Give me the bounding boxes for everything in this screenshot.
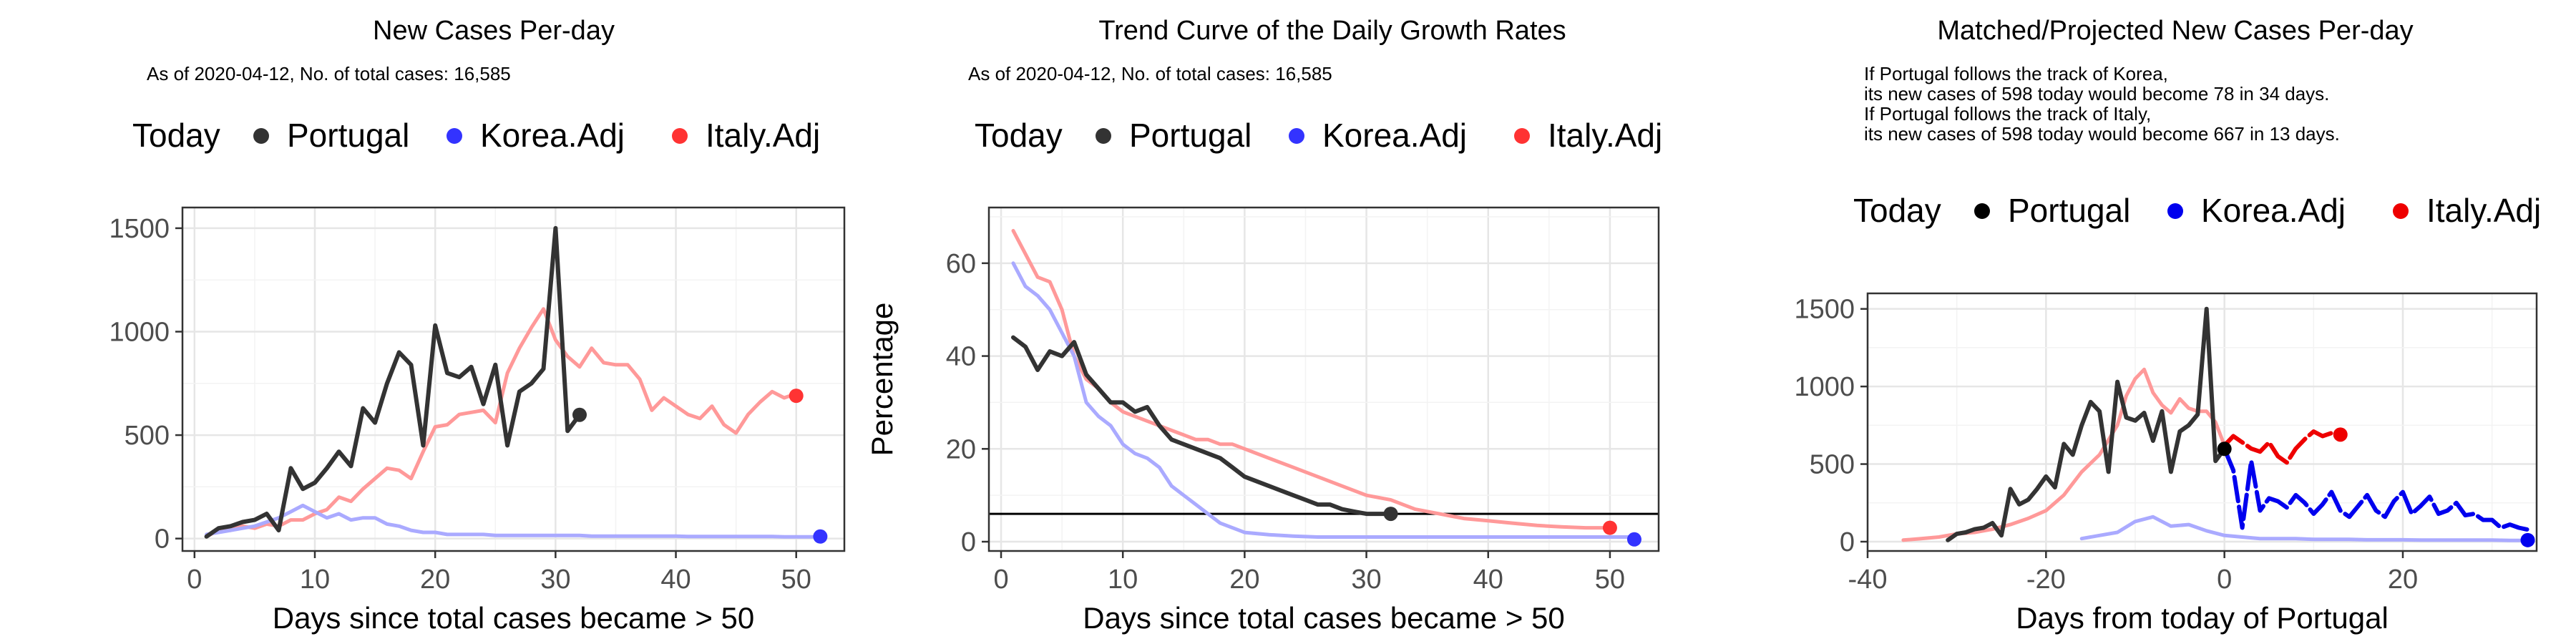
today-point-korea-adj (2520, 532, 2535, 547)
legend-label: Portugal (287, 117, 409, 154)
chart-title: Trend Curve of the Daily Growth Rates (1098, 16, 1566, 46)
today-point-italy-adj (1602, 520, 1617, 535)
series-line-korea-adj (205, 503, 822, 539)
x-axis-label: Days from today of Portugal (2016, 601, 2389, 635)
y-tick-label: 20 (946, 434, 976, 464)
y-axis-label: Percentage (865, 303, 899, 457)
legend-key-1 (447, 128, 462, 144)
x-tick-label: 50 (1595, 565, 1625, 595)
legend-label: Korea.Adj (480, 117, 625, 154)
x-tick-label: -40 (1848, 565, 1888, 595)
legend-label: Italy.Adj (1548, 117, 1662, 154)
plot-area (987, 206, 1660, 552)
x-tick-label: 20 (2388, 565, 2418, 595)
legend-label: Korea.Adj (2201, 192, 2346, 229)
today-point-korea-adj (813, 529, 828, 544)
today-point-italy-adj (2333, 427, 2348, 442)
chart-subtitle: If Portugal follows the track of Italy, (1864, 103, 2151, 125)
x-tick-label: 0 (993, 565, 1008, 595)
plot-border (181, 206, 846, 552)
chart-subtitle: its new cases of 598 today would become … (1864, 83, 2329, 104)
legend-key-0 (1974, 203, 1990, 219)
legend-label: Korea.Adj (1322, 117, 1467, 154)
legend-title: Today (1853, 192, 1941, 229)
series-group (204, 225, 822, 539)
x-tick-label: 30 (1351, 565, 1381, 595)
y-tick-label: 0 (961, 527, 976, 557)
legend-key-0 (1096, 128, 1111, 144)
series-line-italy-adj-projected- (2222, 429, 2343, 465)
chart-panel-1: New Cases Per-day As of 2020-04-12, No. o… (109, 16, 846, 635)
y-tick-label: 1000 (1794, 372, 1855, 402)
x-tick-label: 0 (187, 565, 202, 595)
series-line-korea-adj-projected- (2222, 447, 2530, 532)
x-tick-label: 10 (300, 565, 330, 595)
x-tick-label: 50 (781, 565, 811, 595)
y-tick-label: 60 (946, 249, 976, 279)
x-tick-label: 20 (1229, 565, 1259, 595)
y-tick-label: 0 (1840, 527, 1855, 557)
chart-title: Matched/Projected New Cases Per-day (1937, 16, 2413, 46)
legend-key-2 (1514, 128, 1530, 144)
y-tick-label: 500 (1810, 450, 1855, 480)
x-axis-label: Days since total cases became > 50 (1083, 601, 1565, 635)
x-tick-label: 40 (660, 565, 691, 595)
series-group (1011, 228, 1636, 539)
chart-panel-2: Trend Curve of the Daily Growth Rates As … (865, 16, 1662, 635)
legend-key-1 (1289, 128, 1304, 144)
legend-title: Today (132, 117, 220, 154)
legend-label: Portugal (1129, 117, 1252, 154)
series-line-italy-adj (1011, 228, 1612, 530)
legend-label: Italy.Adj (706, 117, 820, 154)
series-group (1901, 306, 2530, 542)
x-tick-label: -20 (2026, 565, 2066, 595)
x-tick-label: 20 (420, 565, 450, 595)
series-line-italy-adj-matched- (1901, 367, 2227, 542)
plot-area (1866, 292, 2538, 552)
legend-title: Today (975, 117, 1063, 154)
chart-subtitle: its new cases of 598 today would become … (1864, 123, 2340, 145)
series-line-korea-adj (1011, 261, 1636, 539)
plot-border (987, 206, 1660, 552)
today-point-italy-adj (789, 389, 804, 404)
chart-subtitle: As of 2020-04-12, No. of total cases: 16… (147, 63, 511, 84)
x-axis-label: Days since total cases became > 50 (273, 601, 755, 635)
y-tick-label: 0 (155, 525, 170, 555)
plot-background (989, 208, 1659, 551)
today-point-korea-adj (1626, 532, 1641, 547)
series-line-portugal (1946, 306, 2227, 542)
today-point-portugal (572, 407, 587, 422)
y-tick-label: 1500 (1794, 295, 1855, 325)
today-point-portugal (1383, 507, 1398, 522)
y-tick-label: 1500 (109, 214, 170, 244)
x-tick-label: 30 (540, 565, 570, 595)
legend: Today Portugal Korea.Adj Italy.Adj (132, 117, 820, 154)
chart-panel-3: Matched/Projected New Cases Per-day If Po… (1794, 16, 2541, 635)
chart-subtitle: If Portugal follows the track of Korea, (1864, 63, 2168, 84)
legend-key-2 (2393, 203, 2409, 219)
chart-title: New Cases Per-day (373, 16, 615, 46)
y-tick-label: 40 (946, 342, 976, 372)
y-tick-label: 500 (125, 421, 170, 451)
legend-key-1 (2167, 203, 2183, 219)
x-tick-label: 0 (2217, 565, 2232, 595)
plot-background (182, 208, 844, 551)
y-tick-label: 1000 (109, 317, 170, 347)
plot-area (181, 206, 846, 552)
series-line-portugal (1011, 335, 1393, 517)
legend-key-2 (672, 128, 688, 144)
legend-label: Portugal (2008, 192, 2130, 229)
x-tick-label: 40 (1473, 565, 1503, 595)
legend-label: Italy.Adj (2426, 192, 2541, 229)
legend: Today Portugal Korea.Adj Italy.Adj (975, 117, 1662, 154)
legend: Today Portugal Korea.Adj Italy.Adj (1853, 192, 2541, 229)
series-line-korea-adj-matched- (2079, 514, 2529, 542)
today-point-portugal (2217, 441, 2232, 457)
series-line-portugal (204, 225, 582, 539)
chart-subtitle: As of 2020-04-12, No. of total cases: 16… (968, 63, 1332, 84)
plot-border (1866, 292, 2538, 552)
x-tick-label: 10 (1108, 565, 1138, 595)
legend-key-0 (253, 128, 269, 144)
